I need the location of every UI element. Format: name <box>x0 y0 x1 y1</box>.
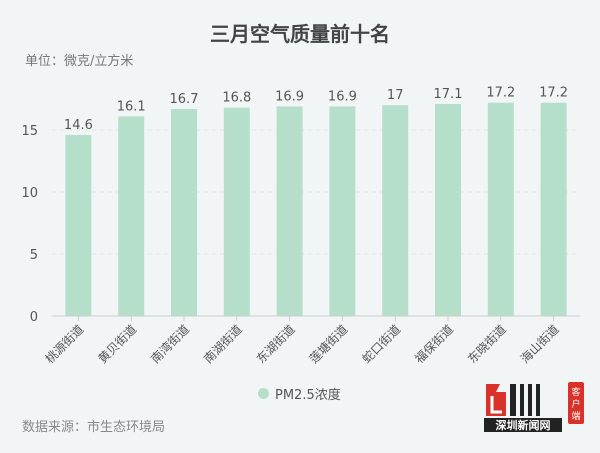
y-tick-label: 15 <box>21 124 38 139</box>
bar <box>118 116 145 316</box>
data-label: 17.1 <box>434 87 463 102</box>
legend[interactable]: PM2.5浓度 <box>258 384 341 403</box>
y-tick-label: 5 <box>30 248 38 263</box>
data-label: 14.6 <box>64 118 93 133</box>
bar <box>276 106 303 316</box>
svg-text:端: 端 <box>571 410 580 422</box>
data-label: 16.8 <box>222 91 251 106</box>
data-label: 16.9 <box>328 89 357 104</box>
bar <box>487 102 514 316</box>
x-tick-label: 桃源街道 <box>42 322 87 367</box>
svg-text:客: 客 <box>571 386 580 398</box>
x-tick-label: 东晓街道 <box>465 322 509 366</box>
legend-marker <box>258 388 269 399</box>
bar <box>329 106 356 316</box>
bar <box>435 103 461 317</box>
bar <box>382 105 409 316</box>
data-source: 数据来源：市生态环境局 <box>22 420 166 435</box>
unit-label: 单位：微克/立方米 <box>25 54 134 69</box>
chart-title: 三月空气质量前十名 <box>210 22 390 46</box>
plot-area: 0 5 10 15 14.6 桃源街道 16.1 黄贝街道 16.7 南湾街道 16.8 南湖街道 16… <box>21 86 580 367</box>
data-label: 17.2 <box>539 86 568 101</box>
bar <box>171 108 197 316</box>
shenzhen-news-logo: 深圳新闻网 客 户 端 <box>484 382 584 432</box>
legend-label: PM2.5浓度 <box>275 388 341 403</box>
data-label: 16.7 <box>170 92 199 107</box>
x-tick-label: 蛇口街道 <box>359 322 404 367</box>
svg-text:深圳新闻网: 深圳新闻网 <box>496 418 551 432</box>
x-tick-label: 黄贝街道 <box>95 322 139 366</box>
x-tick-label: 福保街道 <box>412 322 457 367</box>
data-label: 17.2 <box>486 86 515 101</box>
x-tick-label: 南湖街道 <box>200 322 245 367</box>
data-label: 16.9 <box>275 89 304 104</box>
data-label: 17 <box>387 88 404 103</box>
data-label: 16.1 <box>117 99 146 114</box>
y-tick-label: 0 <box>30 310 38 325</box>
x-tick-label: 莲塘街道 <box>306 322 351 367</box>
x-tick-label: 东湖街道 <box>253 322 298 367</box>
svg-text:户: 户 <box>571 398 580 410</box>
x-tick-label: 南湾街道 <box>148 322 193 367</box>
y-tick-label: 10 <box>21 186 38 201</box>
x-tick-label: 海山街道 <box>517 322 562 367</box>
bar <box>65 134 92 316</box>
bar <box>223 107 250 317</box>
bar <box>540 102 567 316</box>
